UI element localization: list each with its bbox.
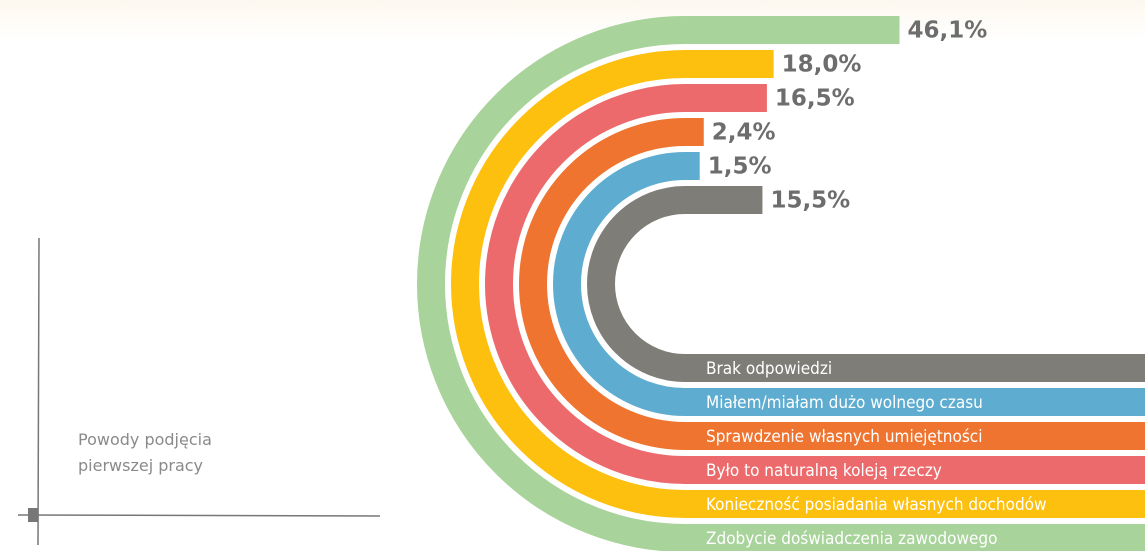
arc-bar (485, 84, 1145, 484)
decor-line (17, 514, 381, 517)
category-label: Sprawdzenie własnych umiejętności (706, 427, 982, 447)
arc-bar (519, 118, 1145, 450)
category-label: Było to naturalną koleją rzeczy (706, 461, 942, 481)
arc-bar (451, 50, 1145, 518)
category-label: Zdobycie doświadczenia zawodowego (706, 529, 997, 549)
arc-bar (587, 186, 1145, 382)
value-label: 16,5% (775, 86, 855, 112)
chart-title: Powody podjęcia pierwszej pracy (78, 430, 212, 475)
decor-square (28, 508, 38, 522)
arc-bar (553, 152, 1145, 416)
category-label: Brak odpowiedzi (706, 359, 832, 379)
value-label: 15,5% (770, 188, 850, 214)
value-label: 2,4% (712, 120, 776, 146)
arc-bar (417, 15, 1145, 551)
category-label: Miałem/miałam dużo wolnego czasu (706, 393, 983, 413)
value-label: 46,1% (908, 18, 988, 44)
category-label: Konieczność posiadania własnych dochodów (706, 495, 1047, 515)
value-label: 18,0% (782, 52, 862, 78)
decor-line (37, 237, 40, 546)
value-label: 1,5% (708, 154, 772, 180)
